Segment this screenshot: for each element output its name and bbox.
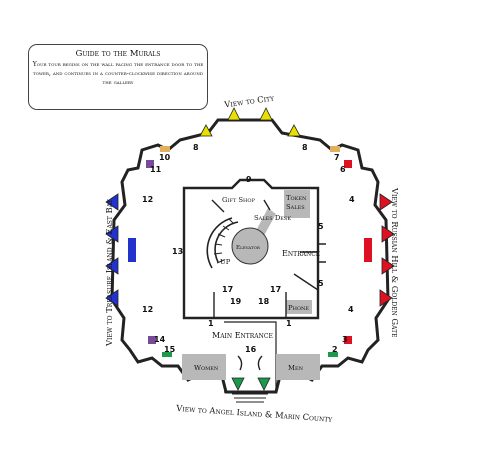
mural-number-1-left: 1 bbox=[208, 319, 214, 328]
mural-number-10: 10 bbox=[159, 153, 171, 162]
mural-number-2: 2 bbox=[332, 345, 338, 354]
mural-number-12-bottom: 12 bbox=[142, 305, 153, 314]
mural-number-7: 7 bbox=[334, 153, 340, 162]
mural-number-16: 16 bbox=[245, 345, 257, 354]
mural-number-8-left: 8 bbox=[193, 143, 199, 152]
elevator-label: Elevator bbox=[236, 245, 261, 251]
partition-lines bbox=[211, 199, 319, 318]
phone-label: Phone bbox=[288, 304, 309, 312]
sales-desk-label: Sales Desk bbox=[254, 214, 291, 222]
token-booth bbox=[284, 190, 310, 218]
mural-number-5-bottom: 5 bbox=[318, 279, 324, 288]
main-entrance-label: Main Entrance bbox=[212, 331, 273, 340]
elevator-core bbox=[231, 227, 269, 265]
spiral-stair bbox=[206, 217, 239, 269]
view-right-label: View to Russian Hill & Golden Gate bbox=[390, 187, 400, 338]
left-view-markers bbox=[105, 160, 156, 344]
view-bottom-label: View to Angel Island & Marin County bbox=[175, 403, 334, 424]
sales-label: Sales bbox=[286, 203, 305, 211]
women-label: Women bbox=[194, 364, 219, 372]
mural-number-1-right: 1 bbox=[286, 319, 292, 328]
phone-box bbox=[286, 300, 312, 314]
mural-number-3: 3 bbox=[342, 335, 348, 344]
token-label: Token bbox=[286, 194, 307, 202]
tan-tab-right bbox=[330, 146, 340, 152]
guide-box: Guide to the Murals Your tour begins on … bbox=[28, 44, 208, 110]
entrance-label: Entrance bbox=[282, 249, 320, 258]
right-view-markers bbox=[344, 160, 395, 344]
entrance-arrows bbox=[237, 355, 263, 371]
mural-number-5-top: 5 bbox=[318, 222, 324, 231]
mural-number-6: 6 bbox=[340, 165, 346, 174]
tan-tab-left bbox=[160, 146, 170, 152]
bottom-view-markers bbox=[162, 352, 338, 391]
entry-steps bbox=[232, 393, 268, 403]
mural-number-15: 15 bbox=[164, 345, 176, 354]
gift-shop-label: Gift Shop bbox=[222, 196, 255, 204]
mural-number-4-top: 4 bbox=[349, 195, 355, 204]
mural-number-17-left: 17 bbox=[222, 285, 233, 294]
men-label: Men bbox=[288, 364, 304, 372]
mural-number-12-top: 12 bbox=[142, 195, 153, 204]
mural-number-17-right: 17 bbox=[270, 285, 281, 294]
men-room bbox=[276, 354, 320, 380]
women-room bbox=[182, 354, 226, 380]
view-top-label: View to City bbox=[223, 92, 276, 109]
top-view-markers bbox=[199, 107, 301, 137]
mural-number-8-right: 8 bbox=[302, 143, 308, 152]
mural-number-18: 18 bbox=[258, 297, 270, 306]
stair-treads bbox=[213, 218, 235, 264]
mural-number-11: 11 bbox=[150, 165, 162, 174]
up-label: UP bbox=[220, 258, 231, 266]
guide-body: Your tour begins on the wall facing the … bbox=[32, 61, 204, 87]
mural-number-19: 19 bbox=[230, 297, 242, 306]
entrance-door bbox=[318, 243, 326, 263]
mural-number-13: 13 bbox=[172, 247, 183, 256]
mural-number-14: 14 bbox=[154, 335, 166, 344]
mural-number-9: 9 bbox=[246, 175, 252, 184]
guide-title: Guide to the Murals bbox=[75, 49, 161, 59]
view-left-label: View to Treasure Island & East Bay bbox=[104, 198, 114, 347]
mural-number-4-bottom: 4 bbox=[348, 305, 354, 314]
